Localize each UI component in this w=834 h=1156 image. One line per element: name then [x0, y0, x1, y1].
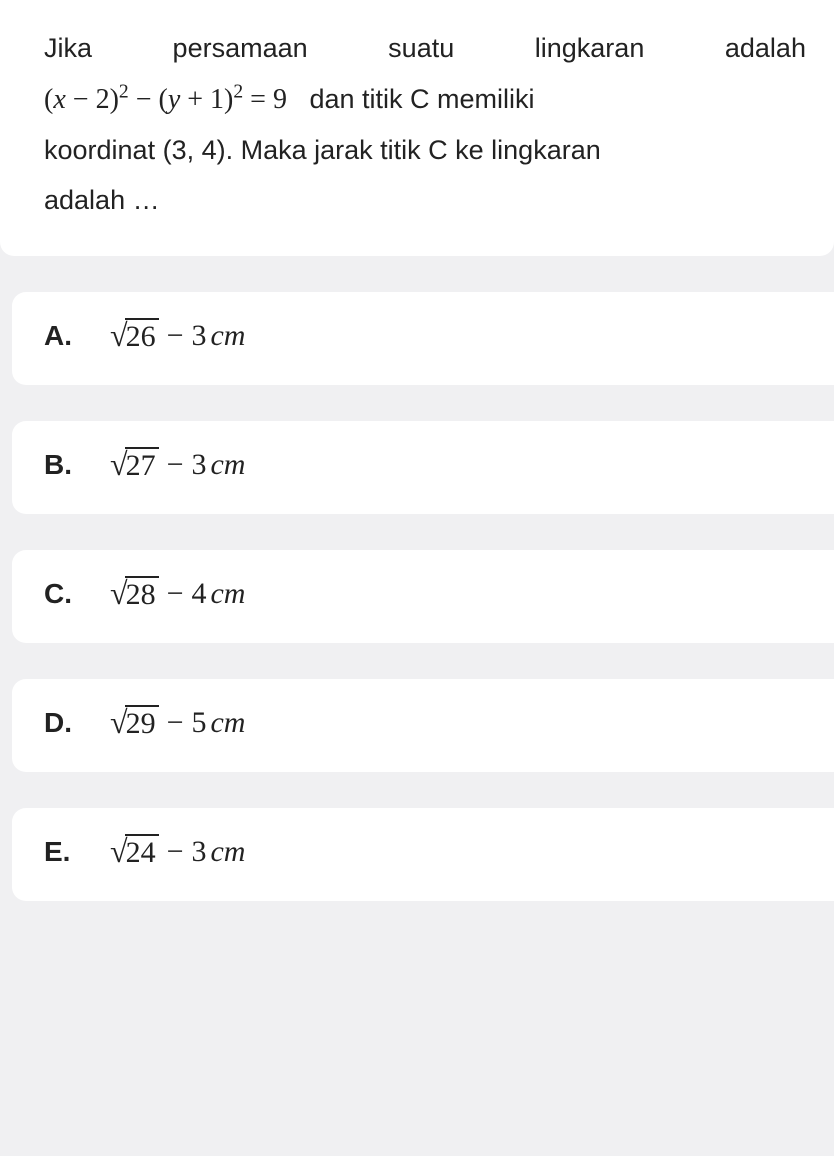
question-line-4: adalah … [44, 176, 806, 226]
question-line-3: koordinat (3, 4). Maka jarak titik C ke … [44, 126, 806, 176]
unit: cm [210, 835, 245, 869]
number: 4 [191, 577, 206, 611]
sqrt-icon: √ 24 [110, 834, 159, 871]
answer-label: A. [44, 320, 74, 352]
number: 3 [191, 835, 206, 869]
sqrt-icon: √ 28 [110, 576, 159, 613]
question-text: Jika persamaan suatu lingkaran adalah (x… [44, 24, 806, 226]
answer-label: B. [44, 449, 74, 481]
word: adalah [725, 24, 806, 74]
answer-label: C. [44, 578, 74, 610]
unit: cm [210, 319, 245, 353]
answer-expression: √ 28 − 4 cm [110, 576, 245, 613]
question-card: Jika persamaan suatu lingkaran adalah (x… [0, 0, 834, 256]
minus-sign: − [167, 577, 184, 611]
number: 3 [191, 448, 206, 482]
unit: cm [210, 448, 245, 482]
answer-option-c[interactable]: C. √ 28 − 4 cm [12, 550, 834, 643]
answer-option-d[interactable]: D. √ 29 − 5 cm [12, 679, 834, 772]
answer-option-b[interactable]: B. √ 27 − 3 cm [12, 421, 834, 514]
question-line-2: (x − 2)2 − (y + 1)2 = 9 dan titik C memi… [44, 74, 806, 126]
minus-sign: − [167, 319, 184, 353]
word: suatu [388, 24, 454, 74]
number: 3 [191, 319, 206, 353]
answer-expression: √ 24 − 3 cm [110, 834, 245, 871]
answer-option-a[interactable]: A. √ 26 − 3 cm [12, 292, 834, 385]
answer-label: E. [44, 836, 74, 868]
sqrt-icon: √ 27 [110, 447, 159, 484]
answer-option-e[interactable]: E. √ 24 − 3 cm [12, 808, 834, 901]
minus-sign: − [167, 835, 184, 869]
minus-sign: − [167, 448, 184, 482]
unit: cm [210, 706, 245, 740]
text-after-equation: dan titik C memiliki [309, 84, 534, 114]
sqrt-icon: √ 29 [110, 705, 159, 742]
unit: cm [210, 577, 245, 611]
sqrt-icon: √ 26 [110, 318, 159, 355]
question-line-1: Jika persamaan suatu lingkaran adalah [44, 24, 806, 74]
answer-expression: √ 27 − 3 cm [110, 447, 245, 484]
equation: (x − 2)2 − (y + 1)2 = 9 [44, 84, 287, 115]
minus-sign: − [167, 706, 184, 740]
word: persamaan [173, 24, 308, 74]
word: lingkaran [535, 24, 645, 74]
number: 5 [191, 706, 206, 740]
word: Jika [44, 24, 92, 74]
answer-expression: √ 29 − 5 cm [110, 705, 245, 742]
answer-expression: √ 26 − 3 cm [110, 318, 245, 355]
answer-label: D. [44, 707, 74, 739]
